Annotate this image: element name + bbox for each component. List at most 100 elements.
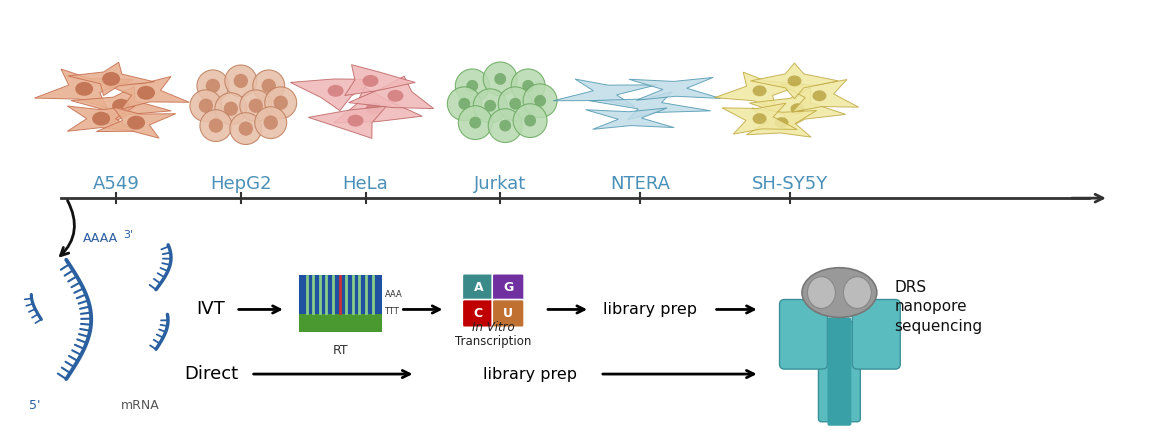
- FancyBboxPatch shape: [492, 274, 524, 301]
- Text: mRNA: mRNA: [121, 399, 160, 412]
- Text: IVT: IVT: [196, 301, 225, 318]
- Text: Transcription: Transcription: [456, 335, 531, 348]
- Ellipse shape: [524, 115, 536, 127]
- Text: SH-SY5Y: SH-SY5Y: [751, 175, 828, 193]
- Text: NTERA: NTERA: [610, 175, 670, 193]
- Text: A: A: [473, 281, 484, 294]
- FancyBboxPatch shape: [827, 318, 851, 426]
- Text: Direct: Direct: [183, 365, 238, 383]
- Ellipse shape: [75, 82, 93, 96]
- Ellipse shape: [327, 85, 343, 97]
- Ellipse shape: [494, 73, 506, 85]
- Ellipse shape: [215, 93, 246, 124]
- Ellipse shape: [752, 113, 766, 124]
- Ellipse shape: [265, 87, 297, 119]
- Ellipse shape: [252, 70, 285, 102]
- Text: In Vitro: In Vitro: [472, 321, 515, 334]
- Text: AAAA: AAAA: [83, 232, 118, 245]
- Polygon shape: [780, 79, 858, 112]
- Ellipse shape: [522, 80, 534, 92]
- Ellipse shape: [473, 89, 507, 123]
- Ellipse shape: [752, 85, 766, 96]
- Ellipse shape: [534, 95, 547, 107]
- Text: DRS
nanopore
sequencing: DRS nanopore sequencing: [895, 280, 982, 334]
- Ellipse shape: [223, 102, 238, 116]
- Polygon shape: [554, 79, 656, 107]
- Ellipse shape: [200, 110, 231, 141]
- FancyBboxPatch shape: [492, 300, 524, 327]
- Ellipse shape: [485, 100, 496, 112]
- Ellipse shape: [92, 112, 110, 126]
- Ellipse shape: [209, 119, 223, 133]
- Text: 5': 5': [29, 399, 41, 412]
- Polygon shape: [751, 63, 839, 99]
- Polygon shape: [722, 103, 798, 134]
- Ellipse shape: [488, 109, 522, 143]
- Text: Jurkat: Jurkat: [474, 175, 527, 193]
- Polygon shape: [291, 79, 376, 111]
- Ellipse shape: [273, 95, 287, 110]
- Ellipse shape: [206, 78, 220, 93]
- Polygon shape: [750, 87, 846, 130]
- FancyBboxPatch shape: [299, 314, 382, 332]
- Ellipse shape: [499, 87, 533, 120]
- Polygon shape: [334, 87, 423, 123]
- Ellipse shape: [807, 277, 835, 309]
- Text: 3': 3': [123, 230, 133, 240]
- Ellipse shape: [484, 62, 517, 96]
- Ellipse shape: [190, 90, 222, 122]
- Ellipse shape: [255, 107, 286, 139]
- Ellipse shape: [843, 277, 871, 309]
- Polygon shape: [68, 62, 154, 95]
- Text: A549: A549: [92, 175, 139, 193]
- Ellipse shape: [112, 99, 130, 113]
- Ellipse shape: [458, 106, 492, 140]
- Ellipse shape: [388, 90, 403, 102]
- FancyBboxPatch shape: [853, 300, 901, 369]
- Ellipse shape: [466, 80, 478, 92]
- Text: C: C: [474, 307, 482, 320]
- Ellipse shape: [230, 113, 262, 145]
- Polygon shape: [68, 106, 135, 131]
- Ellipse shape: [127, 116, 145, 130]
- Text: AAA: AAA: [384, 290, 402, 299]
- Ellipse shape: [787, 75, 801, 87]
- Ellipse shape: [447, 87, 481, 120]
- Polygon shape: [628, 78, 721, 100]
- Ellipse shape: [137, 86, 155, 100]
- Ellipse shape: [238, 121, 253, 136]
- Ellipse shape: [102, 72, 120, 86]
- FancyBboxPatch shape: [463, 274, 494, 301]
- Polygon shape: [71, 87, 172, 125]
- Text: library prep: library prep: [603, 302, 697, 317]
- Ellipse shape: [197, 70, 229, 102]
- Ellipse shape: [513, 104, 547, 137]
- Polygon shape: [585, 108, 674, 129]
- Ellipse shape: [262, 78, 276, 93]
- Polygon shape: [589, 92, 711, 120]
- Ellipse shape: [456, 69, 489, 103]
- FancyBboxPatch shape: [819, 322, 861, 422]
- Ellipse shape: [225, 65, 257, 97]
- Ellipse shape: [249, 99, 263, 113]
- Ellipse shape: [509, 98, 521, 110]
- FancyBboxPatch shape: [299, 275, 382, 314]
- Ellipse shape: [791, 103, 805, 114]
- Ellipse shape: [199, 99, 213, 113]
- Ellipse shape: [362, 75, 378, 87]
- Ellipse shape: [458, 98, 471, 110]
- Text: HeLa: HeLa: [342, 175, 389, 193]
- Text: G: G: [503, 281, 513, 294]
- Ellipse shape: [523, 84, 557, 118]
- Polygon shape: [715, 72, 805, 110]
- Ellipse shape: [234, 74, 248, 88]
- Text: U: U: [503, 307, 513, 320]
- Ellipse shape: [264, 116, 278, 130]
- Text: RT: RT: [333, 344, 348, 357]
- FancyBboxPatch shape: [463, 300, 494, 327]
- Polygon shape: [345, 65, 416, 95]
- Ellipse shape: [802, 268, 877, 318]
- Ellipse shape: [366, 103, 382, 115]
- Ellipse shape: [348, 115, 363, 127]
- Polygon shape: [96, 107, 176, 138]
